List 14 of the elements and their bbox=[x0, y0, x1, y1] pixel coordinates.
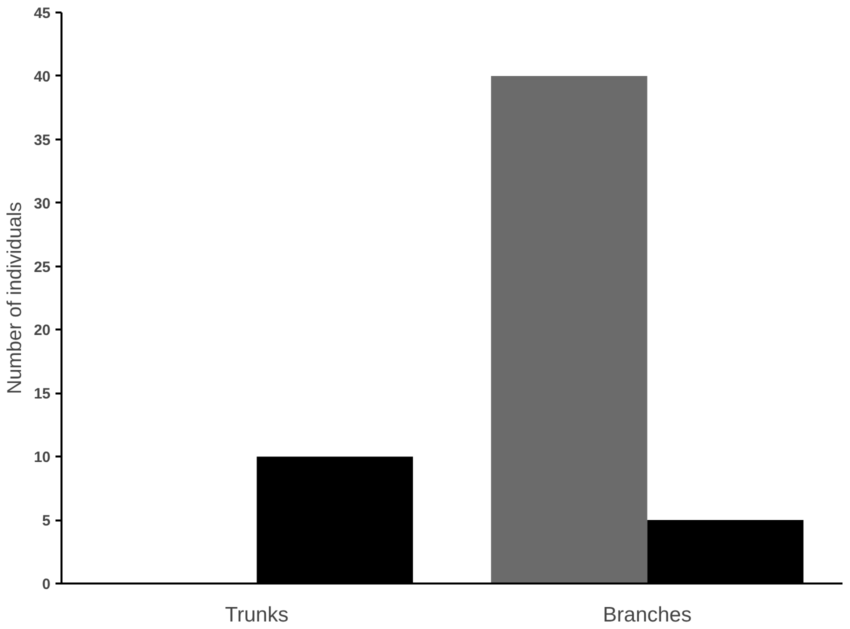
y-tick-label: 30 bbox=[34, 195, 51, 212]
y-tick-label: 40 bbox=[34, 68, 51, 86]
y-tick-label: 5 bbox=[42, 512, 50, 530]
y-axis-title: Number of individuals bbox=[4, 202, 26, 394]
y-tick-label: 0 bbox=[42, 576, 50, 593]
x-tick-label: Branches bbox=[602, 604, 692, 626]
y-tick-label: 15 bbox=[34, 386, 51, 403]
y-tick-label: 45 bbox=[34, 5, 51, 22]
y-tick-label: 10 bbox=[34, 449, 51, 466]
y-tick-label: 25 bbox=[34, 258, 51, 276]
x-tick-label: Trunks bbox=[225, 604, 288, 626]
y-tick-label: 35 bbox=[34, 132, 51, 149]
y-tick-label: 20 bbox=[34, 322, 51, 340]
bar bbox=[491, 76, 648, 584]
